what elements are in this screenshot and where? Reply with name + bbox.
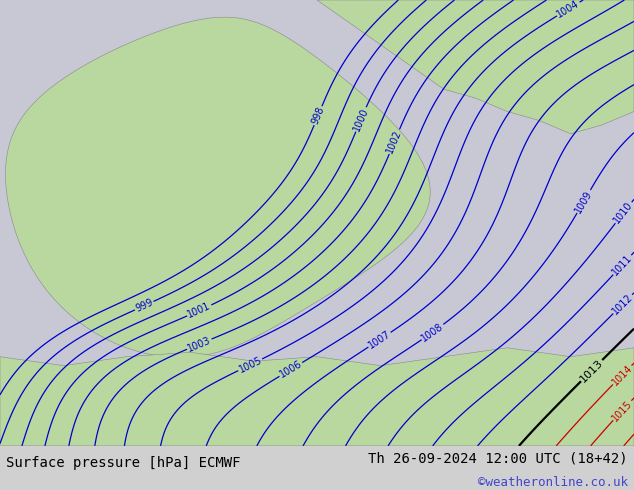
Text: Surface pressure [hPa] ECMWF: Surface pressure [hPa] ECMWF — [6, 456, 241, 470]
Text: 1007: 1007 — [366, 329, 392, 351]
Text: 1009: 1009 — [573, 188, 594, 215]
Text: 1012: 1012 — [611, 292, 634, 317]
Text: 1011: 1011 — [611, 252, 634, 277]
Text: 998: 998 — [310, 105, 326, 126]
Text: 1005: 1005 — [237, 355, 264, 375]
Text: 999: 999 — [134, 297, 155, 314]
Text: ©weatheronline.co.uk: ©weatheronline.co.uk — [477, 476, 628, 489]
Text: 1015: 1015 — [610, 398, 634, 423]
Text: Th 26-09-2024 12:00 UTC (18+42): Th 26-09-2024 12:00 UTC (18+42) — [368, 451, 628, 465]
Text: 1006: 1006 — [278, 359, 304, 380]
Text: 1003: 1003 — [186, 335, 212, 353]
Text: 1001: 1001 — [186, 301, 212, 320]
Text: 1008: 1008 — [420, 321, 446, 343]
Text: 1013: 1013 — [578, 357, 605, 384]
Text: 1004: 1004 — [555, 0, 581, 20]
Text: 1014: 1014 — [610, 363, 634, 387]
Text: 1000: 1000 — [352, 106, 370, 133]
Text: 1002: 1002 — [385, 128, 404, 155]
Text: 1010: 1010 — [612, 200, 634, 225]
